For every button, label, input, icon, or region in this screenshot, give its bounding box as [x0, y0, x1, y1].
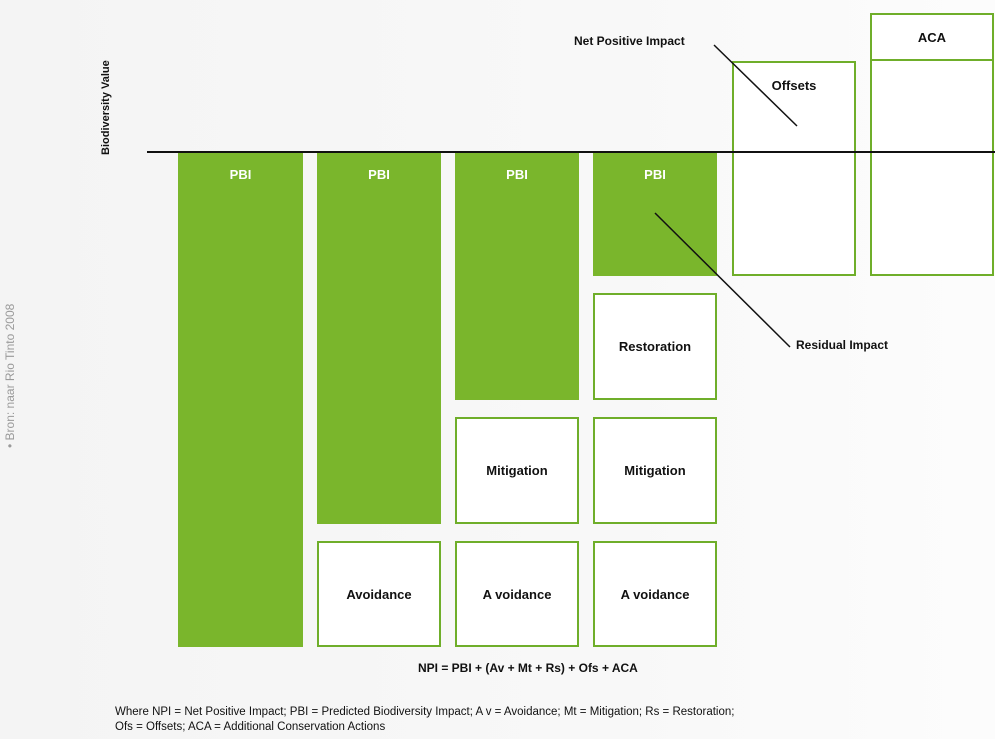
aca-block: [870, 59, 994, 276]
footnote-line-1: Where NPI = Net Positive Impact; PBI = P…: [115, 706, 735, 718]
mitigation-label: Mitigation: [486, 463, 548, 478]
residual-impact-callout: Residual Impact: [796, 338, 889, 352]
pbi-label: PBI: [368, 167, 390, 182]
mitigation-block-3: Mitigation: [455, 417, 579, 524]
restoration-block-4: Restoration: [593, 293, 717, 400]
baseline: [147, 151, 995, 153]
restoration-label: Restoration: [618, 339, 692, 354]
footnote: Where NPI = Net Positive Impact; PBI = P…: [115, 705, 734, 735]
mitigation-block-4: Mitigation: [593, 417, 717, 524]
mitigation-label: Mitigation: [624, 463, 686, 478]
avoidance-block-4: A voidance: [593, 541, 717, 647]
offsets-block: Offsets: [732, 61, 856, 276]
pbi-block-3: PBI: [455, 152, 579, 400]
pbi-label: PBI: [644, 167, 666, 182]
pbi-block-2: PBI: [317, 152, 441, 524]
avoidance-block-2: Avoidance: [317, 541, 441, 647]
avoidance-label: A voidance: [482, 586, 552, 602]
footnote-line-2: Ofs = Offsets; ACA = Additional Conserva…: [115, 721, 386, 733]
net-positive-impact-callout: Net Positive Impact: [574, 34, 685, 48]
net-positive-impact-leader: [713, 44, 798, 127]
pbi-label: PBI: [506, 167, 528, 182]
aca-label: ACA: [917, 29, 947, 45]
pbi-block-1: PBI: [178, 152, 303, 647]
offsets-label: Offsets: [771, 78, 817, 93]
avoidance-label: Avoidance: [346, 586, 412, 602]
pbi-label: PBI: [229, 167, 252, 182]
npi-formula: NPI = PBI + (Av + Mt + Rs) + Ofs + ACA: [418, 661, 638, 675]
residual-impact-leader: [654, 212, 791, 348]
avoidance-label: A voidance: [620, 586, 690, 602]
avoidance-block-3: A voidance: [455, 541, 579, 647]
aca-header-block: ACA: [870, 13, 994, 61]
